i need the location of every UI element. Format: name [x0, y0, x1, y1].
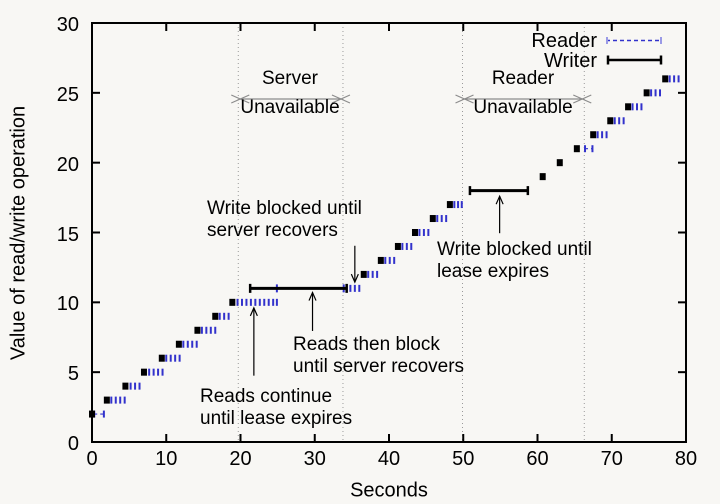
x-tick-label: 10 [155, 448, 178, 470]
writer-op-marker [158, 354, 165, 362]
reader-unavailable-line1: Reader [491, 68, 555, 89]
server-unavailable-label: Server Unavailable [240, 64, 339, 122]
y-tick-label: 20 [56, 153, 79, 176]
y-tick-label: 10 [56, 293, 79, 316]
y-tick-label: 25 [56, 83, 79, 106]
x-tick-label: 30 [303, 448, 326, 470]
y-tick-label: 0 [67, 433, 79, 455]
x-tick-label: 0 [86, 448, 98, 470]
writer-op-marker [394, 242, 401, 250]
writer-op-marker [377, 256, 384, 264]
x-tick-label: 40 [377, 448, 401, 470]
annotation-arrow-head-icon [350, 273, 359, 284]
y-tick-label: 30 [56, 14, 79, 36]
writer-op-marker [607, 117, 614, 125]
region-arrow-head-icon [331, 98, 351, 104]
legend-label-writer: Writer [544, 50, 597, 72]
annotation-arrow-head-icon [495, 194, 504, 205]
server-unavailable-line1: Server [262, 68, 318, 89]
writer-op-marker [556, 159, 563, 167]
x-tick-label: 50 [452, 448, 475, 470]
annotation-write-blocked-lease: Write blocked until lease expires [437, 239, 592, 282]
legend-label-reader: Reader [531, 30, 597, 52]
y-tick-label: 15 [56, 223, 79, 246]
region-arrow-head-icon [231, 98, 250, 104]
writer-op-marker [643, 89, 650, 97]
writer-op-marker [625, 103, 632, 111]
reader-unavailable-label: Reader Unavailable [473, 64, 572, 122]
server-unavailable-line2: Unavailable [240, 97, 340, 118]
writer-op-marker [446, 201, 453, 209]
x-tick-label: 70 [600, 448, 623, 470]
writer-op-marker [573, 145, 580, 153]
annotation-arrow-head-icon [308, 291, 317, 301]
writer-op-marker [103, 396, 110, 404]
writer-op-marker [539, 173, 546, 181]
region-arrow-head-icon [455, 98, 474, 104]
writer-op-marker [140, 368, 147, 376]
writer-op-marker [175, 340, 182, 348]
writer-op-marker [411, 229, 418, 236]
x-tick-label: 80 [674, 448, 698, 470]
writer-op-marker [229, 298, 236, 306]
reader-unavailable-line2: Unavailable [473, 97, 573, 118]
x-tick-label: 20 [229, 448, 252, 470]
writer-op-marker [590, 131, 597, 139]
plot-border [91, 22, 687, 443]
writer-op-marker [662, 75, 669, 83]
writer-op-marker [212, 312, 219, 320]
annotation-reads-then-block: Reads then block until server recovers [293, 334, 465, 377]
writer-op-marker [429, 215, 436, 223]
annotation-reads-continue: Reads continue until lease expires [200, 386, 353, 429]
writer-op-marker [194, 326, 201, 334]
x-tick-label: 60 [526, 448, 549, 470]
writer-op-marker [122, 382, 129, 390]
annotation-write-blocked-server: Write blocked until server recovers [207, 198, 362, 241]
annotation-arrow-head-icon [249, 306, 258, 317]
x-axis-title: Seconds [350, 479, 428, 502]
region-arrow-head-icon [573, 98, 592, 104]
writer-op-marker [360, 270, 367, 278]
y-tick-label: 5 [67, 363, 79, 386]
